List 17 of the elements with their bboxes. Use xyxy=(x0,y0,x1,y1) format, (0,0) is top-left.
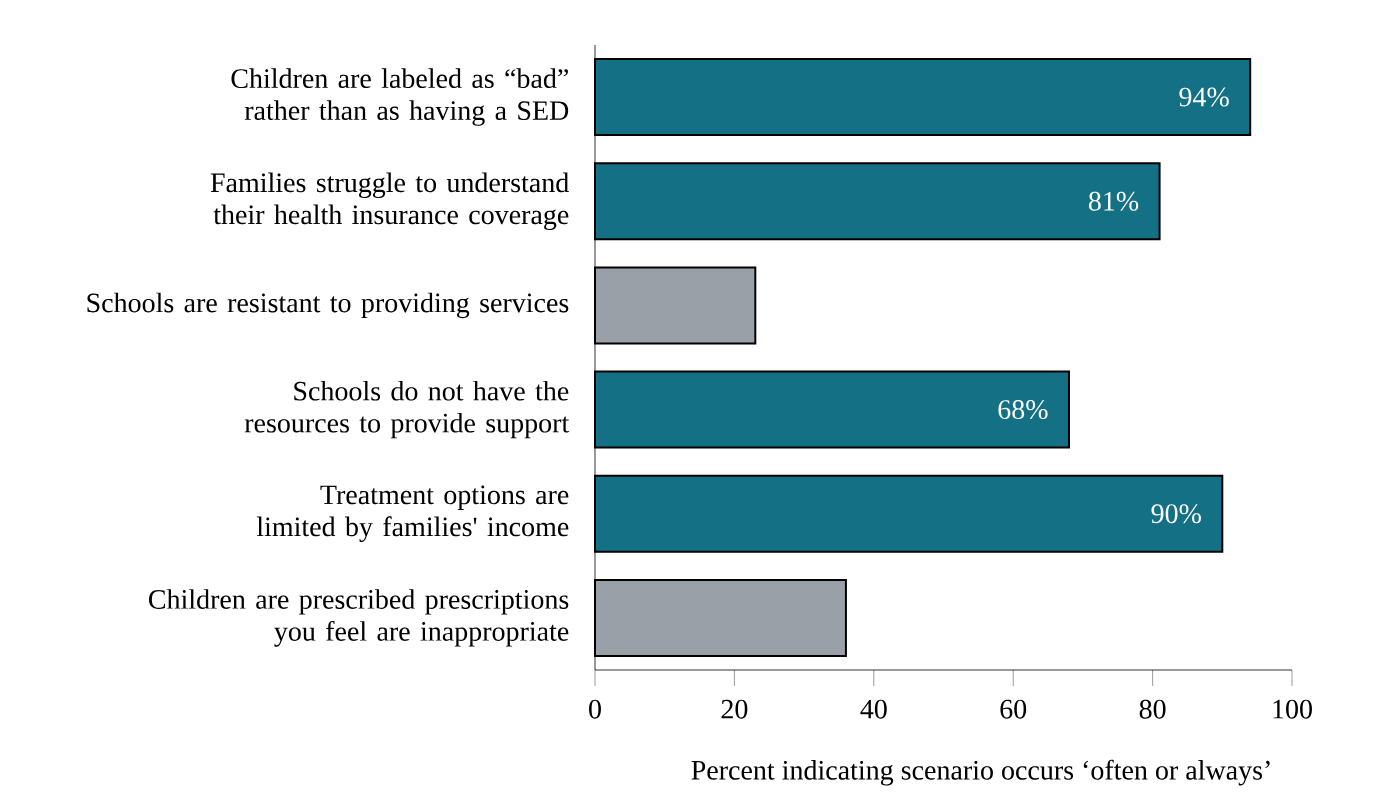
x-tick-label: 100 xyxy=(1273,699,1312,719)
x-tick-label: 60 xyxy=(1000,699,1027,719)
y-tick-label: Schools are resistant to providing services xyxy=(87,292,569,319)
data-label: 68% xyxy=(998,400,1048,420)
x-axis-title: Percent indicating scenario occurs ‘often or always’ xyxy=(691,759,1270,786)
x-tick-label: 20 xyxy=(721,699,748,719)
x-tick-label: 40 xyxy=(860,699,887,719)
data-label: 81% xyxy=(1088,191,1139,211)
y-tick-label: Treatment options are limited by families' income xyxy=(256,485,569,543)
data-label: 94% xyxy=(1179,87,1229,107)
y-tick-label: Children are prescribed prescriptions you feel are inappropriate xyxy=(149,589,569,647)
x-tick-label: 80 xyxy=(1139,699,1166,719)
data-label: 90% xyxy=(1151,504,1201,524)
x-tick-label: 0 xyxy=(589,699,601,719)
y-tick-label: Schools do not have the resources to provide support xyxy=(244,380,570,439)
y-tick-label: Children are labeled as “bad” rather than as having a SED xyxy=(231,68,569,126)
y-tick-label: Families struggle to understand their health insurance coverage xyxy=(210,172,569,230)
